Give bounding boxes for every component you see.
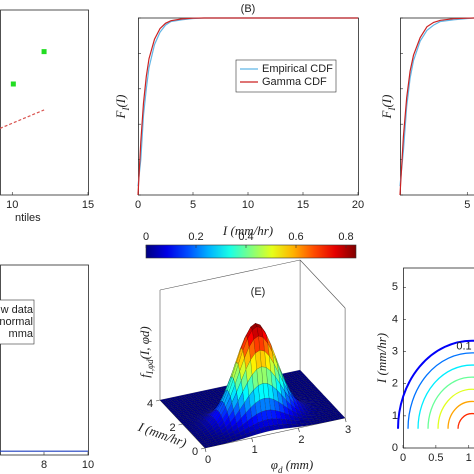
colorbar-tick-label: 0.8	[338, 231, 353, 243]
contour-line	[407, 352, 474, 429]
series-line	[399, 17, 474, 196]
marker	[41, 49, 47, 55]
y-tick	[298, 427, 300, 433]
chart-title: (E)	[251, 286, 266, 298]
series-line	[137, 17, 358, 187]
chart-title: (B)	[241, 3, 256, 15]
contour-line	[457, 413, 474, 429]
z-axis-label: fI,φd(I, φd)	[137, 326, 155, 378]
label-part: I	[387, 107, 397, 112]
axes-frame	[0, 9, 89, 196]
label-part: F	[379, 109, 394, 119]
series-line	[0, 109, 45, 129]
x-tick-label: 8	[41, 459, 47, 471]
x-tick-label: 15	[82, 199, 94, 211]
contour-line	[397, 339, 474, 429]
contour-line	[417, 364, 474, 429]
x-tick	[178, 423, 183, 426]
y-tick-label: 3	[392, 345, 398, 357]
label-part: F	[113, 109, 128, 119]
x-tick-label: 0	[400, 452, 406, 464]
label-part: φ	[271, 457, 278, 472]
axes-frame	[138, 17, 359, 196]
x-tick	[155, 399, 161, 402]
legend-box	[0, 299, 35, 345]
x-tick-label: 5	[464, 199, 470, 211]
y-axis-label: FI(I)	[113, 95, 131, 120]
x-tick	[200, 447, 206, 450]
y-tick-label: 0	[205, 454, 211, 466]
x-tick-label: 4	[147, 398, 153, 410]
x-tick-label: 5	[190, 199, 196, 211]
legend-label: w data	[0, 304, 34, 316]
y-axis-label: FI(I)	[379, 95, 397, 120]
colorbar	[145, 244, 357, 259]
x-axis-label: ntiles	[15, 212, 41, 224]
label-part: I,φd	[145, 359, 155, 375]
y-axis-label: φd (mm)	[271, 457, 313, 474]
x-axis-label: I (mm/hr)	[135, 419, 188, 451]
x-tick-label: 15	[297, 199, 309, 211]
legend-box	[235, 59, 337, 93]
x-tick-label: 10	[6, 199, 18, 211]
y-tick	[251, 437, 253, 443]
axes-frame	[403, 267, 474, 449]
label-part: (mm)	[283, 457, 314, 472]
x-axis-label: I (mm/hr)	[222, 223, 273, 238]
colorbar-tick-label: 0	[143, 231, 149, 243]
label-part: d	[278, 465, 283, 474]
x-tick-label: 0.5	[428, 452, 443, 464]
surface-cell	[203, 445, 210, 449]
x-tick-label: 10	[82, 459, 94, 471]
legend-label: Gamma CDF	[262, 76, 327, 88]
contour-line	[427, 376, 474, 429]
y-tick-label: 2	[298, 434, 304, 446]
label-part: (I, φd)	[137, 326, 152, 359]
y-tick-label: 1	[392, 410, 398, 422]
legend-label: mma	[9, 328, 34, 340]
axes-frame	[0, 264, 89, 456]
axes-frame	[400, 17, 474, 196]
y-axis-label: I (mm/hr)	[374, 333, 389, 384]
x-tick-label: 10	[242, 199, 254, 211]
series-line	[137, 17, 358, 196]
y-tick-label: 3	[345, 424, 351, 436]
colorbar-tick-label: 0.2	[188, 231, 203, 243]
surface	[159, 322, 346, 449]
x-tick-label: 1	[466, 452, 472, 464]
y-tick	[204, 447, 207, 453]
x-tick-label: 2	[169, 422, 175, 434]
series-line	[399, 17, 474, 187]
label-part: I	[121, 107, 131, 112]
label-part: (I)	[379, 95, 394, 108]
label-part: f	[137, 372, 152, 378]
label-part: (I)	[113, 95, 128, 108]
marker	[10, 81, 16, 87]
y-tick-label: 4	[392, 313, 398, 325]
legend-label: Empirical CDF	[262, 63, 333, 75]
contour-line	[447, 400, 474, 429]
y-tick-label: 5	[392, 281, 398, 293]
x-tick-label: 0	[192, 446, 198, 458]
y-tick	[344, 417, 347, 423]
colorbar-tick-label: 0.4	[238, 231, 253, 243]
colorbar-tick-label: 0.6	[288, 231, 303, 243]
y-tick-label: 2	[392, 378, 398, 390]
x-tick-label: 20	[352, 199, 364, 211]
box-edge	[159, 259, 301, 291]
y-tick-label: 0	[392, 442, 398, 454]
y-tick-label: 1	[252, 444, 258, 456]
contour-line	[437, 388, 474, 429]
x-tick-label: 0	[135, 199, 141, 211]
box-edge	[299, 259, 346, 309]
legend-label: normal	[0, 316, 33, 328]
contour-label: 0.1	[456, 341, 471, 353]
